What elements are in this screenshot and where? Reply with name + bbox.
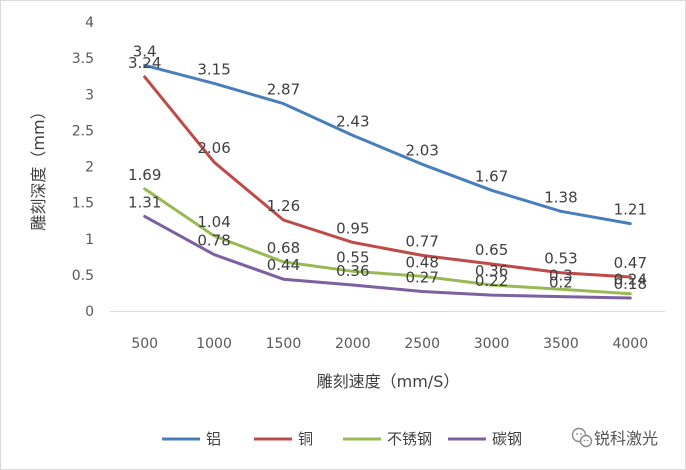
data-label: 1.04 xyxy=(197,213,230,231)
x-tick-label: 500 xyxy=(131,336,158,352)
data-label: 0.27 xyxy=(405,268,438,286)
data-label: 0.78 xyxy=(197,232,230,250)
legend-label-2: 铜 xyxy=(298,430,313,448)
data-label: 0.3 xyxy=(549,266,573,284)
series-line-1 xyxy=(143,63,632,226)
data-label: 1.26 xyxy=(267,197,300,215)
legend-label-1: 铝 xyxy=(206,430,221,448)
watermark: 锐科激光 xyxy=(571,427,658,448)
wechat-icon xyxy=(571,427,593,448)
x-tick-label: 2000 xyxy=(335,336,371,352)
x-tick-label: 3000 xyxy=(474,336,510,352)
data-label: 2.03 xyxy=(405,141,438,159)
x-tick-label: 1000 xyxy=(196,336,232,352)
series-line-4 xyxy=(143,214,632,300)
data-label: 0.36 xyxy=(475,262,508,280)
series-lines xyxy=(143,63,632,300)
legend-label-4: 碳钢 xyxy=(492,430,522,448)
data-label: 0.22 xyxy=(475,272,508,290)
series-line-2 xyxy=(143,75,632,279)
y-tick-label: 2 xyxy=(85,160,94,176)
x-tick-label: 4000 xyxy=(612,336,648,352)
data-label: 0.47 xyxy=(614,254,647,272)
y-tick-label: 3.5 xyxy=(72,51,94,67)
data-labels: 3.4 3.15 2.87 2.43 2.03 1.67 1.38 1.21 3.24 2.06 1… xyxy=(128,42,647,293)
y-tick-label: 4 xyxy=(85,15,94,31)
y-tick-label: 3 xyxy=(85,87,94,103)
y-tick-label: 2.5 xyxy=(72,123,94,139)
data-label: 1.67 xyxy=(475,167,508,185)
x-tick-label: 1500 xyxy=(266,336,302,352)
data-label: 1.31 xyxy=(128,193,161,211)
data-label: 3.24 xyxy=(128,54,161,72)
legend: 铝 铜 不锈钢 碳钢 xyxy=(162,430,522,448)
data-label: 0.2 xyxy=(549,274,573,292)
data-label: 0.48 xyxy=(405,253,438,271)
y-axis-ticks: 0 0.5 1 1.5 2 2.5 3 3.5 4 xyxy=(72,15,94,320)
data-label: 3.15 xyxy=(197,60,230,78)
y-tick-label: 0.5 xyxy=(72,268,94,284)
watermark-text: 锐科激光 xyxy=(594,429,658,448)
data-label: 0.55 xyxy=(336,248,369,266)
data-label: 2.87 xyxy=(267,81,300,99)
data-label: 1.69 xyxy=(128,166,161,184)
data-label: 0.44 xyxy=(267,256,300,274)
data-label: 0.95 xyxy=(336,219,369,237)
y-tick-label: 1.5 xyxy=(72,196,94,212)
x-tick-label: 3500 xyxy=(543,336,579,352)
data-label: 3.4 xyxy=(133,42,157,60)
data-label: 1.38 xyxy=(544,188,577,206)
data-label: 0.36 xyxy=(336,262,369,280)
x-axis-title: 雕刻速度（mm/S） xyxy=(317,372,460,391)
series-line-3 xyxy=(143,187,632,296)
data-label: 0.24 xyxy=(614,271,647,289)
data-label: 0.68 xyxy=(267,239,300,257)
x-tick-label: 2500 xyxy=(404,336,440,352)
data-label: 0.53 xyxy=(544,250,577,268)
data-label: 0.65 xyxy=(475,241,508,259)
x-axis-ticks: 500 1000 1500 2000 2500 3000 3500 4000 xyxy=(131,336,648,352)
data-label: 1.21 xyxy=(614,201,647,219)
legend-label-3: 不锈钢 xyxy=(387,430,432,448)
y-tick-label: 0 xyxy=(85,304,94,320)
y-tick-label: 1 xyxy=(85,232,94,248)
data-label: 0.18 xyxy=(614,275,647,293)
data-label: 2.06 xyxy=(197,139,230,157)
y-axis-title: 雕刻深度（mm） xyxy=(29,103,48,230)
data-label: 0.77 xyxy=(405,232,438,250)
data-label: 2.43 xyxy=(336,112,369,130)
